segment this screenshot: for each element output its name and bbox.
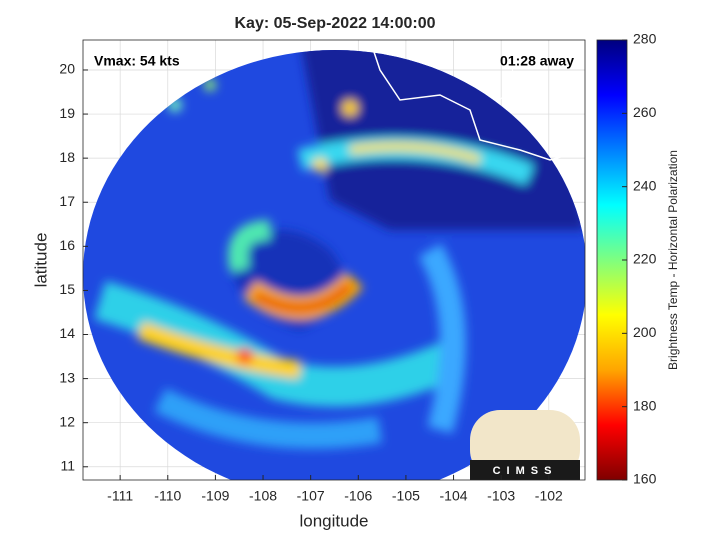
x-tick-label: -104: [440, 488, 468, 504]
y-axis-label: latitude: [31, 233, 50, 288]
x-tick-label: -106: [344, 488, 372, 504]
y-tick-label: 18: [59, 149, 75, 165]
logo-text: CIMSS: [493, 465, 558, 477]
colorbar-tick-label: 260: [633, 104, 657, 120]
x-tick-label: -103: [487, 488, 515, 504]
chart-title: Kay: 05-Sep-2022 14:00:00: [234, 15, 435, 32]
y-tick-label: 11: [60, 457, 75, 473]
annotation: Vmax: 54 kts: [94, 53, 180, 69]
colorbar-tick-label: 280: [633, 31, 657, 47]
y-tick-label: 16: [59, 237, 75, 253]
axes-box: [82, 39, 586, 481]
annotation: 01:28 away: [500, 53, 574, 69]
colorbar-tick-label: 180: [633, 397, 657, 413]
colorbar-tick-label: 240: [633, 177, 657, 193]
y-tick-label: 13: [59, 369, 75, 385]
x-tick-label: -105: [392, 488, 420, 504]
x-tick-label: -110: [154, 488, 181, 504]
x-tick-label: -107: [297, 488, 325, 504]
colorbar-tick-label: 160: [633, 471, 657, 487]
x-tick-label: -102: [535, 488, 563, 504]
y-tick-label: 12: [59, 413, 75, 429]
x-axis-label: longitude: [299, 511, 368, 530]
x-tick-label: -108: [249, 488, 277, 504]
y-tick-label: 17: [59, 193, 75, 209]
colorbar-label: Brightness Temp - Horizontal Polarizatio…: [666, 150, 680, 370]
x-tick-label: -111: [107, 488, 133, 504]
y-tick-label: 19: [59, 105, 75, 121]
image-field: CIMSS: [83, 40, 585, 480]
y-tick-label: 15: [59, 281, 75, 297]
y-tick-label: 14: [59, 325, 75, 341]
y-tick-label: 20: [59, 61, 75, 77]
colorbar-tick-label: 200: [633, 324, 657, 340]
x-tick-label: -109: [201, 488, 229, 504]
colorbar-tick-label: 220: [633, 251, 657, 267]
